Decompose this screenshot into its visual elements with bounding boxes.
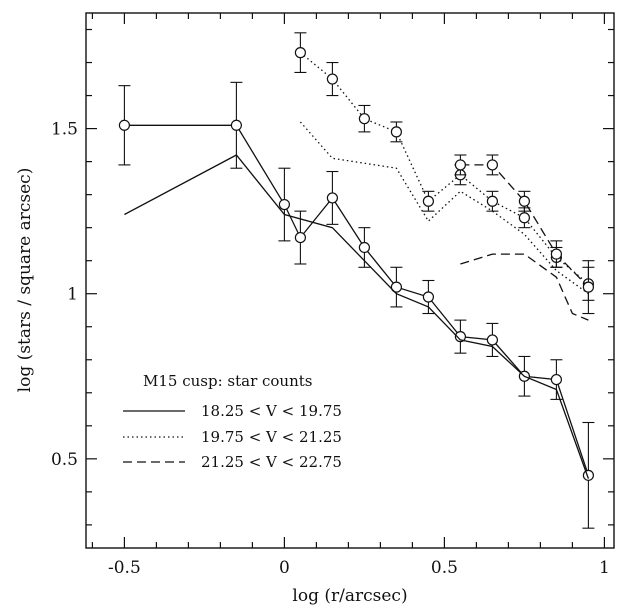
data-point [422, 291, 434, 303]
y-tick-label: 0.5 [51, 450, 78, 470]
y-tick-label: 1.5 [51, 120, 78, 140]
ticks-layer: -0.5 0 0.5 1 0.5 1 1.5 [51, 13, 614, 578]
data-point [518, 195, 531, 207]
data-point [550, 248, 563, 260]
data-point [454, 159, 466, 171]
series-solid-model [124, 154, 590, 479]
series-dashed-observed [454, 154, 595, 315]
series-dotted-observed [294, 32, 595, 301]
y-tick-label: 1 [67, 285, 78, 305]
data-point [582, 281, 595, 293]
y-axis-title: log (stars / square arcsec) [15, 168, 35, 393]
data-point [486, 195, 498, 207]
series-layer [118, 32, 595, 529]
series-line [460, 253, 589, 321]
data-point [230, 119, 242, 131]
x-tick-label: 0 [279, 558, 290, 578]
data-point [326, 192, 338, 204]
plot-frame [85, 12, 615, 549]
series-dashed-model [460, 253, 589, 321]
data-point [390, 281, 402, 293]
data-point [422, 195, 434, 207]
x-tick-label: 0.5 [431, 558, 458, 578]
data-point [358, 113, 370, 125]
data-point [278, 198, 290, 211]
data-point [326, 73, 338, 85]
series-line [299, 52, 589, 285]
series-dotted-model [299, 121, 589, 295]
data-point [518, 212, 531, 224]
legend-title: M15 cusp: star counts [143, 372, 312, 390]
legend-label-1: 18.25 < V < 19.75 [201, 402, 342, 420]
series-line [124, 154, 590, 479]
legend: M15 cusp: star counts 18.25 < V < 19.75 … [123, 372, 342, 471]
data-point [486, 159, 498, 171]
data-point [294, 231, 306, 244]
series-line [460, 164, 589, 288]
data-point [486, 334, 498, 346]
data-point [118, 119, 131, 131]
legend-label-2: 19.75 < V < 21.25 [201, 428, 342, 446]
data-point [550, 373, 563, 386]
data-point [454, 331, 466, 343]
series-line [299, 121, 589, 295]
data-point [358, 241, 370, 254]
x-tick-label: -0.5 [108, 558, 141, 578]
data-point [582, 469, 595, 481]
x-tick-label: 1 [599, 558, 610, 578]
data-point [390, 126, 402, 138]
legend-label-3: 21.25 < V < 22.75 [201, 453, 342, 471]
series-solid-observed [118, 81, 595, 529]
x-axis-title: log (r/arcsec) [292, 586, 407, 606]
data-point [294, 47, 306, 59]
